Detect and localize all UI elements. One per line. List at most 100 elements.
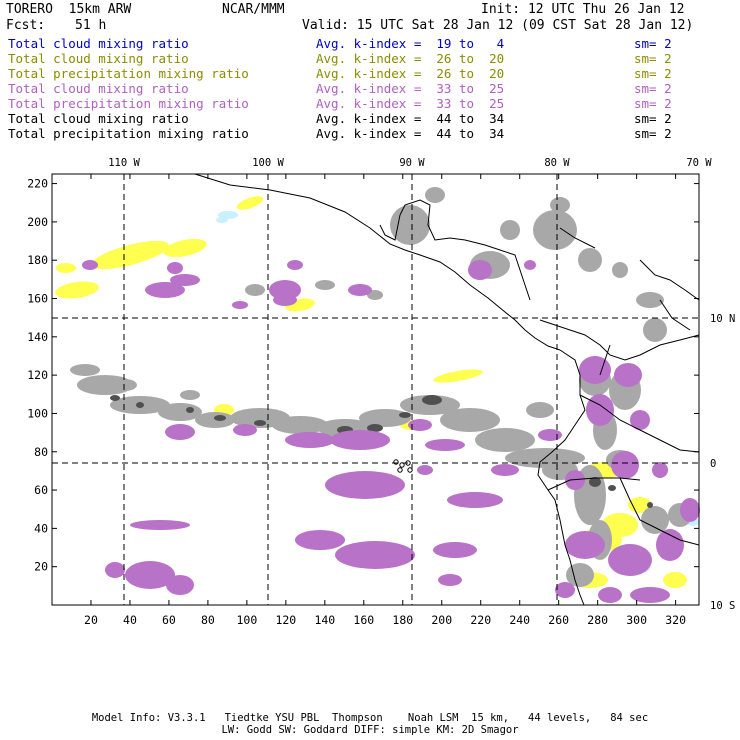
precip-violet-area: [287, 260, 303, 270]
precip-violet-area: [130, 520, 190, 530]
precip-violet-area: [348, 284, 372, 296]
precip-violet-area: [491, 464, 519, 476]
coastline: [559, 227, 596, 249]
legend-row: Total precipitation mixing ratio Avg. k-i…: [8, 126, 733, 141]
x-tick-label: 80: [201, 613, 215, 627]
cloud-gray-area: [113, 379, 137, 391]
legend-row: Total cloud mixing ratio Avg. k-index = 1…: [8, 36, 733, 51]
cloud-gray-area: [475, 428, 535, 452]
legend-row: Total cloud mixing ratio Avg. k-index = 4…: [8, 111, 733, 126]
precip-violet-area: [285, 432, 335, 448]
precip-violet-area: [630, 410, 650, 430]
precip-violet-area: [614, 363, 642, 387]
model-info-line2: LW: Godd SW: Goddard DIFF: simple KM: 2D…: [221, 724, 519, 736]
forecast-hour: 51 h: [75, 18, 107, 33]
legend-smoothing: sm= 2: [634, 66, 672, 81]
x-tick-label: 280: [587, 613, 608, 627]
precip-violet-area: [295, 530, 345, 550]
precip-violet-area: [166, 575, 194, 595]
legend-field-name: Total cloud mixing ratio: [8, 81, 189, 96]
latitude-label: 0: [710, 458, 716, 470]
y-tick-label: 20: [34, 560, 48, 574]
precip-violet-area: [579, 356, 611, 384]
precip-violet-area: [167, 262, 183, 274]
cloud-gray-area: [526, 402, 554, 418]
cloud-gray-area: [315, 280, 335, 290]
cloud-yellow-patch: [433, 369, 483, 383]
y-tick-label: 220: [27, 177, 48, 191]
precip-violet-area: [325, 471, 405, 499]
precip-violet-area: [82, 260, 98, 270]
cloud-dark-core: [399, 412, 411, 418]
y-tick-label: 120: [27, 368, 48, 382]
cloud-dark-core: [367, 424, 383, 432]
legend-row: Total precipitation mixing ratio Avg. k-i…: [8, 66, 733, 81]
cloud-dark-core: [647, 502, 653, 508]
x-tick-label: 260: [548, 613, 569, 627]
y-tick-label: 140: [27, 330, 48, 344]
precip-violet-area: [232, 301, 248, 309]
legend-k-index: Avg. k-index = 26 to 20: [316, 66, 505, 81]
cloud-gray-area: [195, 412, 235, 428]
axes: 20 40 60 80 100 120 140 160 180 200 220 240 260 280 30…: [27, 157, 735, 627]
precip-violet-area: [524, 260, 536, 270]
precip-violet-area: [447, 492, 503, 508]
precip-violet-area: [105, 562, 125, 578]
precip-violet-area: [538, 429, 562, 441]
cloud-gray-area: [440, 408, 500, 432]
cloud-cyan-patch: [216, 217, 228, 223]
x-tick-label: 320: [665, 613, 686, 627]
cloud-gray-area: [566, 563, 594, 587]
lat-lon-grid: [52, 174, 699, 605]
cloud-gray-area: [245, 284, 265, 296]
precip-violet-area: [438, 574, 462, 586]
legend-k-index: Avg. k-index = 19 to 4: [316, 36, 505, 51]
legend-field-name: Total precipitation mixing ratio: [8, 66, 249, 81]
legend-row: Total precipitation mixing ratio Avg. k-i…: [8, 96, 733, 111]
y-tick-label: 100: [27, 406, 48, 420]
cloud-gray-area: [158, 403, 202, 421]
precip-violet-area: [233, 424, 257, 436]
coastline: [599, 344, 611, 376]
cloud-cyan-patch: [218, 211, 238, 219]
longitude-label: 100 W: [252, 157, 284, 169]
cloud-dark-core: [214, 415, 226, 421]
cloud-gray-area: [533, 210, 577, 250]
cloud-gray-area: [272, 416, 328, 434]
legend-smoothing: sm= 2: [634, 96, 672, 111]
precip-violet-area: [273, 294, 297, 306]
precip-violet-area: [165, 424, 195, 440]
precip-violet-area: [611, 451, 639, 479]
legend-k-index: Avg. k-index = 44 to 34: [316, 126, 505, 141]
coastlines: [194, 173, 700, 606]
coastline: [547, 477, 641, 491]
cloud-gray-area: [500, 220, 520, 240]
island: [397, 467, 403, 473]
weather-map: 20 40 60 80 100 120 140 160 180 200 220 240 260 280 30…: [27, 157, 735, 627]
model-info-line1: Model Info: V3.3.1 Tiedtke YSU PBL Thomp…: [91, 712, 649, 724]
precip-violet-area: [630, 587, 670, 603]
cloud-gray-area: [641, 506, 669, 534]
legend-smoothing: sm= 2: [634, 81, 672, 96]
x-tick-label: 140: [314, 613, 335, 627]
cloud-gray-area: [390, 205, 430, 245]
legend-field-name: Total cloud mixing ratio: [8, 36, 189, 51]
precip-violet-area: [598, 587, 622, 603]
precip-violet-area: [170, 274, 200, 286]
y-tick-label: 180: [27, 253, 48, 267]
x-tick-label: 220: [470, 613, 491, 627]
cloud-gray-area: [636, 292, 664, 308]
cloud-yellow-patch: [236, 196, 264, 210]
y-tick-label: 80: [34, 445, 48, 459]
precip-violet-area: [335, 541, 415, 569]
longitude-label: 90 W: [399, 157, 425, 169]
legend-row: Total cloud mixing ratio Avg. k-index = 2…: [8, 51, 733, 66]
cloud-gray-area: [359, 409, 411, 427]
cloud-gray-area: [643, 318, 667, 342]
precip-violet-area: [608, 544, 652, 576]
cloud-gray-area: [612, 262, 628, 278]
cloud-gray-area: [425, 187, 445, 203]
legend-k-index: Avg. k-index = 44 to 34: [316, 111, 505, 126]
precip-violet-area: [145, 282, 185, 298]
coastline: [194, 173, 561, 351]
